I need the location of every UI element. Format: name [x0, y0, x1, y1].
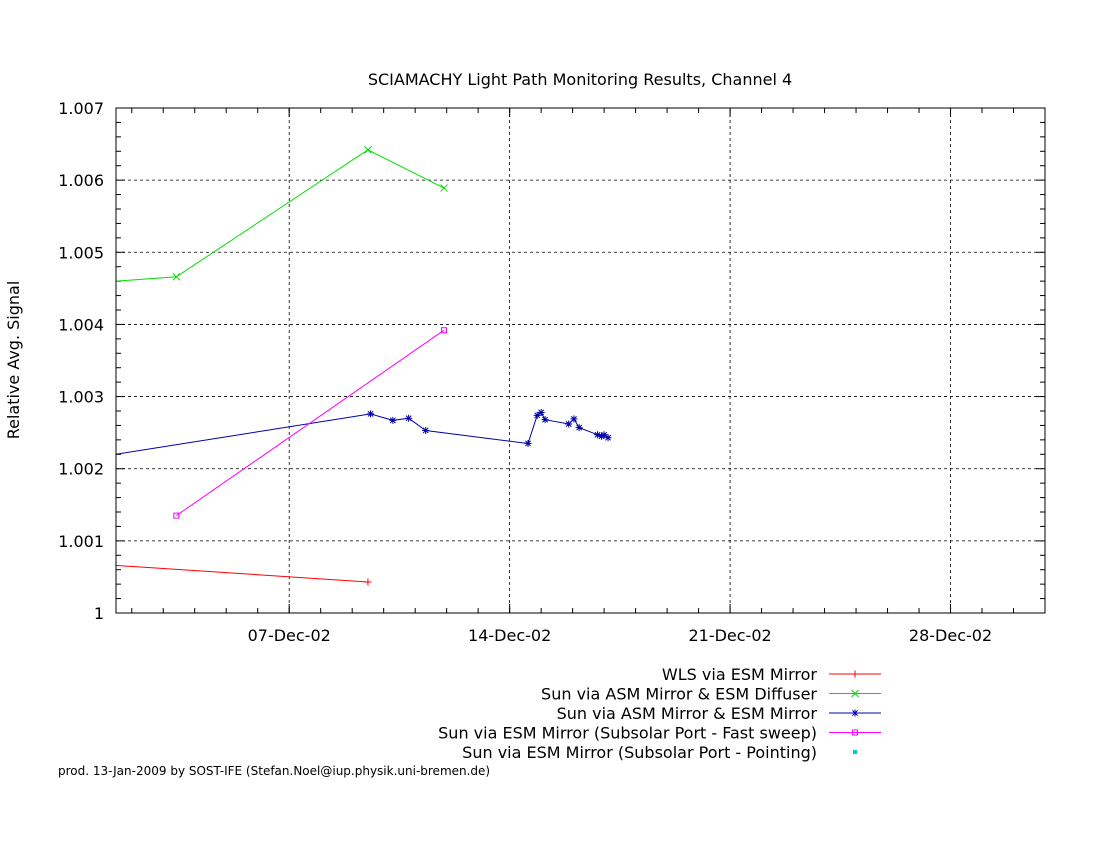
chart-title: SCIAMACHY Light Path Monitoring Results,…	[368, 70, 792, 89]
data-point	[604, 434, 612, 442]
data-point	[440, 184, 448, 192]
y-tick-label: 1.002	[58, 460, 104, 479]
legend-marker	[852, 729, 858, 736]
y-tick-label: 1.005	[58, 243, 104, 262]
data-point	[594, 431, 602, 439]
data-point	[441, 327, 448, 334]
data-point	[524, 439, 532, 447]
legend-label: Sun via ASM Mirror & ESM Mirror	[557, 704, 818, 723]
series-line	[176, 329, 445, 517]
x-tick-label: 28-Dec-02	[909, 626, 992, 645]
series-layer	[115, 145, 612, 586]
data-point	[537, 408, 545, 416]
x-tick-label: 14-Dec-02	[468, 626, 551, 645]
data-point	[541, 416, 549, 424]
data-point	[172, 272, 181, 281]
legend-marker	[851, 709, 859, 717]
data-point	[422, 426, 430, 434]
x-tick-label: 21-Dec-02	[688, 626, 771, 645]
ticks-layer: 1 1.001 1.002 1.003 1.004 1.005 1.006 1.007 07-D…	[58, 99, 1046, 645]
legend-label: Sun via ESM Mirror (Subsolar Port - Poin…	[462, 743, 817, 762]
y-tick-label: 1.003	[58, 388, 104, 407]
legend-label: Sun via ASM Mirror & ESM Diffuser	[541, 685, 817, 704]
plot-frame	[115, 107, 1046, 614]
data-point	[173, 512, 180, 519]
y-tick-label: 1.001	[58, 532, 104, 551]
data-point	[389, 416, 397, 424]
series-1	[115, 564, 372, 586]
y-axis-label: Relative Avg. Signal	[4, 281, 23, 440]
y-tick-label: 1.006	[58, 171, 104, 190]
series-line	[115, 564, 368, 583]
series-3	[115, 408, 612, 455]
series-4	[173, 327, 448, 519]
y-tick-label: 1.004	[58, 315, 104, 334]
series-2	[115, 145, 448, 282]
data-point	[600, 431, 608, 439]
x-tick-label: 07-Dec-02	[248, 626, 331, 645]
data-point	[597, 432, 605, 440]
legend-marker	[851, 689, 859, 698]
series-line	[115, 149, 445, 282]
series-line	[115, 411, 609, 455]
data-point	[367, 410, 375, 418]
legend-marker	[853, 750, 857, 754]
data-point	[405, 414, 413, 422]
data-point	[575, 424, 583, 432]
y-tick-label: 1	[94, 604, 104, 623]
y-tick-label: 1.007	[58, 99, 104, 118]
footer-credit: prod. 13-Jan-2009 by SOST-IFE (Stefan.No…	[58, 764, 491, 778]
legend-label: Sun via ESM Mirror (Subsolar Port - Fast…	[438, 724, 817, 743]
data-point	[565, 420, 573, 428]
data-point	[570, 415, 578, 423]
grid-layer	[116, 108, 1045, 613]
data-point	[364, 578, 372, 586]
data-point	[533, 411, 541, 419]
legend-marker	[851, 670, 859, 678]
data-point	[364, 145, 372, 154]
legend-label: WLS via ESM Mirror	[662, 665, 818, 684]
